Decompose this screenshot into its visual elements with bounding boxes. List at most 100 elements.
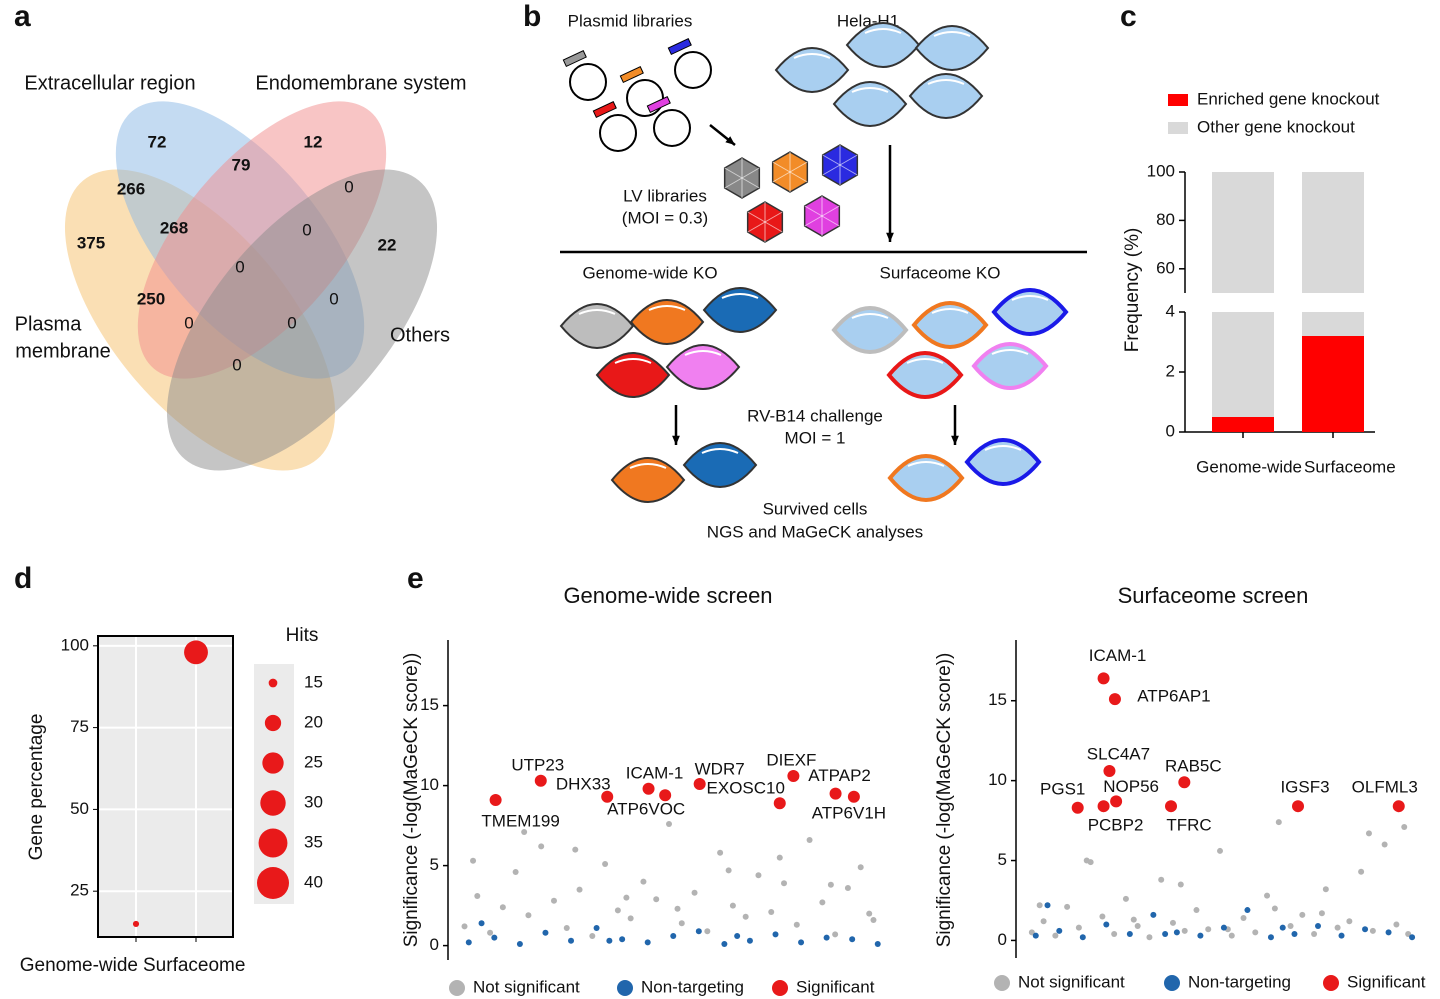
point-label: PCBP2: [1088, 816, 1144, 835]
point: [572, 846, 579, 853]
y-tick-label: 50: [70, 799, 89, 818]
plasmid: [626, 79, 664, 117]
cell: [964, 438, 1042, 486]
legend-bubble: [268, 678, 278, 688]
legend-marker: [1164, 975, 1180, 991]
point: [1130, 916, 1137, 923]
point: [1150, 911, 1157, 918]
bar-segment: [1212, 417, 1274, 432]
venn-count: 22: [378, 235, 397, 254]
point: [1393, 921, 1400, 928]
point: [1110, 795, 1123, 808]
point: [1122, 895, 1129, 902]
cell-highlight: [851, 313, 889, 319]
label: (MOI = 0.3): [622, 208, 708, 227]
point: [489, 794, 502, 806]
point: [470, 857, 477, 864]
point: [1318, 910, 1325, 917]
virus-edge: [772, 161, 791, 173]
legend-label: Non-targeting: [641, 977, 744, 996]
y-tick-label: 5: [998, 850, 1007, 869]
plot-frame: [97, 635, 234, 938]
point: [717, 849, 724, 856]
point: [1158, 876, 1165, 883]
bar-segment: [1212, 312, 1274, 417]
venn-count: 0: [287, 313, 296, 332]
legend-label: Enriched gene knockout: [1197, 89, 1380, 108]
panel-label: d: [14, 562, 32, 595]
plasmid: [674, 51, 712, 89]
cell-highlight: [629, 463, 667, 469]
point-label: WDR7: [695, 759, 745, 778]
venn-count: 72: [148, 132, 167, 151]
point: [847, 790, 860, 803]
cell-highlight: [793, 53, 831, 59]
legend-marker: [1323, 975, 1339, 991]
point: [768, 909, 775, 915]
point: [787, 770, 800, 782]
point: [1134, 923, 1141, 930]
bar-segment: [1212, 172, 1274, 293]
point: [746, 937, 753, 944]
point-label: TFRC: [1166, 816, 1211, 835]
y-axis-label: Gene percentage: [26, 714, 47, 861]
x-tick-label: Genome-wide: [1196, 457, 1302, 476]
label: Survived cells: [763, 499, 868, 518]
point: [725, 867, 732, 874]
point: [1097, 800, 1110, 813]
point: [772, 931, 779, 938]
y-tick-label: 75: [70, 717, 89, 736]
point: [691, 889, 698, 896]
plasmid: [599, 114, 637, 152]
point: [1146, 934, 1153, 941]
cell: [908, 73, 984, 119]
point: [1244, 907, 1251, 914]
y-tick-label: 10: [420, 775, 439, 794]
point: [1287, 923, 1294, 930]
point: [1103, 765, 1116, 778]
y-tick-label: 60: [1156, 258, 1175, 277]
legend-label: 30: [304, 792, 323, 811]
cell-highlight: [927, 79, 965, 85]
cell-highlight: [864, 28, 902, 34]
point: [1369, 927, 1376, 934]
legend-bubble: [262, 752, 284, 774]
point: [849, 936, 856, 943]
virus-edge: [821, 205, 840, 217]
point-label: NOP56: [1103, 777, 1159, 796]
venn-count: 0: [344, 177, 353, 196]
y-tick-label: 0: [430, 935, 439, 954]
point: [642, 782, 655, 795]
plot-background: [98, 636, 233, 937]
bar-segment: [1302, 172, 1364, 293]
point: [538, 843, 545, 850]
bar-segment: [1302, 312, 1364, 336]
arrow-head: [886, 232, 894, 242]
point: [593, 925, 600, 931]
point: [1126, 931, 1133, 938]
point: [1178, 776, 1191, 789]
legend-swatch: [1168, 94, 1188, 106]
cell: [595, 352, 671, 398]
point: [1291, 931, 1298, 938]
venn-count: 0: [232, 355, 241, 374]
point: [1315, 923, 1321, 930]
point: [474, 893, 481, 899]
point: [461, 923, 468, 930]
y-tick-label: 5: [430, 855, 439, 874]
panel-label: a: [14, 0, 31, 33]
cell-highlight: [701, 448, 739, 454]
cell-highlight: [1011, 295, 1049, 301]
point: [1334, 924, 1341, 931]
point: [1083, 857, 1090, 864]
point: [1271, 905, 1278, 912]
point: [1311, 931, 1318, 938]
point: [1409, 934, 1416, 941]
cell: [702, 287, 778, 333]
set-label: Endomembrane system: [255, 72, 466, 94]
cell-highlight: [984, 445, 1022, 451]
panel-label: e: [407, 562, 424, 595]
point: [734, 933, 741, 939]
point: [640, 878, 647, 885]
